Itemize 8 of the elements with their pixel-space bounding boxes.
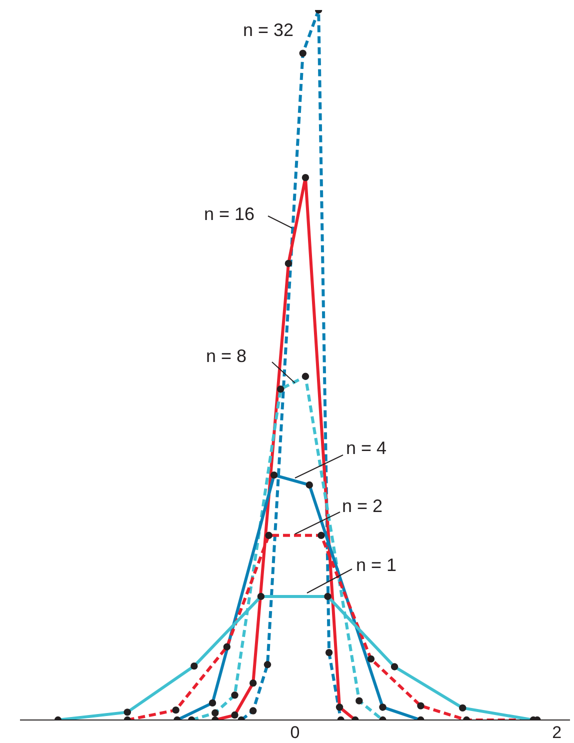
series-label: n = 1 bbox=[356, 555, 397, 575]
series-label: n = 32 bbox=[243, 20, 294, 40]
text: n = 4 bbox=[346, 438, 387, 458]
text: n = 8 bbox=[206, 346, 247, 366]
x-tick-label: 0 bbox=[290, 723, 300, 742]
x-tick-label: 2 bbox=[552, 723, 562, 742]
legend-label: n = 16 bbox=[204, 204, 255, 224]
series-label: n = 2 bbox=[342, 496, 383, 516]
